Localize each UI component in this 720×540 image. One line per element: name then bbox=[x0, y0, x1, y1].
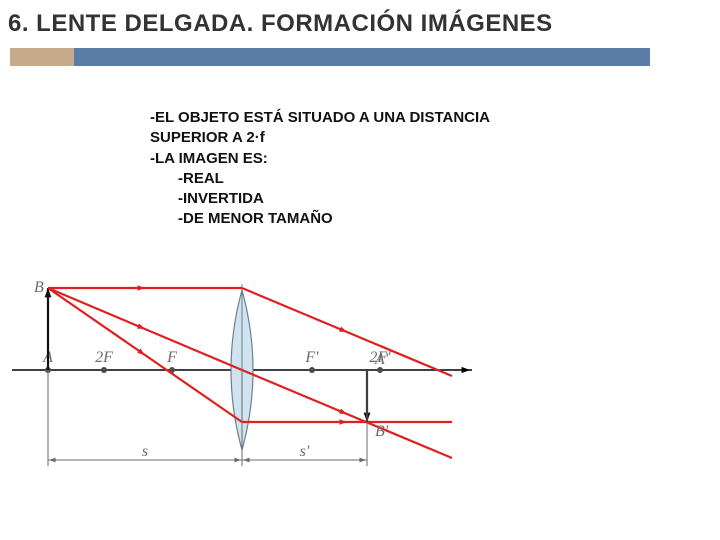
underline-bar bbox=[74, 48, 650, 66]
svg-text:A': A' bbox=[374, 351, 389, 368]
svg-text:F: F bbox=[166, 349, 177, 366]
svg-text:B: B bbox=[34, 279, 44, 296]
bullet-line: -LA IMAGEN ES: bbox=[150, 149, 630, 169]
bullet-block: -EL OBJETO ESTÁ SITUADO A UNA DISTANCIA … bbox=[150, 108, 630, 230]
svg-text:B': B' bbox=[375, 423, 389, 440]
svg-text:F': F' bbox=[304, 349, 319, 366]
svg-text:s': s' bbox=[300, 443, 310, 460]
svg-text:s: s bbox=[142, 443, 148, 460]
page-title: 6. LENTE DELGADA. FORMACIÓN IMÁGENES bbox=[8, 10, 553, 38]
bullet-line: -INVERTIDA bbox=[150, 189, 630, 209]
title-underline bbox=[10, 48, 650, 66]
bullet-line: -REAL bbox=[150, 169, 630, 189]
svg-text:2F: 2F bbox=[95, 349, 113, 366]
underline-accent bbox=[10, 48, 74, 66]
bullet-line: SUPERIOR A 2·f bbox=[150, 128, 630, 148]
ray-diagram: A2FFF'2F'BA'B'ss' bbox=[12, 260, 472, 480]
bullet-line: -EL OBJETO ESTÁ SITUADO A UNA DISTANCIA bbox=[150, 108, 630, 128]
bullet-line: -DE MENOR TAMAÑO bbox=[150, 209, 630, 229]
